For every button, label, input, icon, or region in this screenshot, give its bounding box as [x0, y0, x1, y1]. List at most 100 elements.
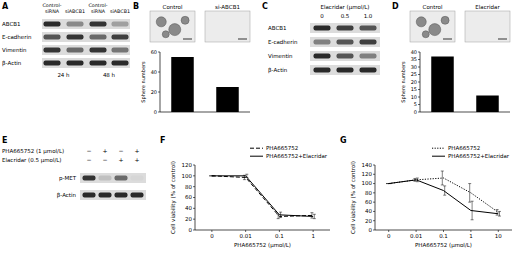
- error-bar: [443, 186, 446, 195]
- blot-band: [314, 54, 331, 59]
- error-cap: [443, 195, 446, 196]
- y-tick-label: 60: [151, 49, 157, 55]
- blot-band: [115, 193, 128, 198]
- y-tick-label: 35: [411, 56, 417, 62]
- blot-band: [314, 40, 331, 45]
- blot-band: [314, 26, 331, 31]
- error-bar: [498, 211, 501, 216]
- error-cap: [416, 181, 419, 182]
- blot-band: [99, 193, 112, 198]
- lane-label: siABCB1: [65, 9, 85, 14]
- bar: [216, 87, 239, 112]
- micrograph: [410, 11, 455, 42]
- error-stem: [472, 201, 473, 220]
- y-tick: [193, 186, 195, 187]
- lane-label: Control-siRNA: [88, 3, 107, 14]
- scale-bar: [443, 39, 452, 40]
- error-stem: [280, 212, 281, 217]
- error-cap: [277, 218, 280, 219]
- blot-band: [337, 68, 354, 73]
- y-tick: [158, 112, 160, 113]
- y-tick-label: 0: [369, 227, 373, 233]
- y-tick-label: 40: [185, 205, 192, 211]
- y-tick: [158, 52, 160, 53]
- series-line: [212, 176, 313, 217]
- blot-band: [360, 40, 377, 45]
- y-tick-label: 15: [411, 86, 417, 92]
- y-axis-label: Cell viability (% of control): [170, 161, 177, 234]
- y-tick-label: 100: [182, 173, 193, 179]
- y-tick-label: 40: [365, 208, 372, 214]
- error-cap: [313, 214, 316, 215]
- panel-letter: D: [392, 2, 399, 11]
- treatment-label: PHA665752 (1 μmol/L): [2, 148, 64, 155]
- y-tick-label: 25: [411, 71, 417, 77]
- y-tick-label: 40: [411, 49, 417, 55]
- error-cap: [310, 212, 313, 213]
- y-tick-label: 20: [411, 79, 417, 85]
- x-tick-label: 0: [387, 233, 391, 239]
- scale-bar: [498, 39, 507, 40]
- y-tick: [373, 192, 375, 193]
- timepoint-label: 48 h: [103, 72, 116, 78]
- treatment-sign: +: [118, 156, 123, 163]
- error-bar: [310, 213, 313, 218]
- sphere: [169, 24, 181, 36]
- lane-label: 0.5: [341, 13, 350, 19]
- y-tick: [418, 52, 420, 53]
- blot-band: [360, 68, 377, 73]
- y-tick-label: 20: [151, 89, 157, 95]
- series-line: [389, 178, 499, 212]
- x-tick: [498, 230, 499, 232]
- blot-row-label: β-Actin: [57, 192, 77, 199]
- error-bar: [279, 212, 282, 217]
- error-cap: [468, 183, 471, 184]
- blot-strip: [310, 65, 380, 75]
- micrograph: [465, 11, 510, 42]
- error-cap: [313, 218, 316, 219]
- y-tick: [373, 174, 375, 175]
- bar: [431, 57, 454, 113]
- blot-band: [337, 26, 354, 31]
- lane-label: 0: [320, 13, 324, 19]
- error-cap: [498, 211, 501, 212]
- y-tick-label: 60: [365, 199, 372, 205]
- sphere: [429, 24, 441, 36]
- y-tick: [193, 197, 195, 198]
- sphere: [181, 16, 189, 24]
- treatment-sign: −: [102, 156, 107, 163]
- error-cap: [471, 219, 474, 220]
- scale-bar: [238, 39, 247, 40]
- y-tick: [373, 230, 375, 231]
- y-tick: [373, 202, 375, 203]
- blot-row-label: E-cadherin: [2, 34, 32, 40]
- error-cap: [212, 175, 215, 176]
- lane-label-line: siRNA: [91, 9, 106, 14]
- error-bar: [212, 175, 215, 176]
- blot-band: [90, 22, 107, 27]
- y-axis-label: Sphere numbers: [140, 61, 147, 103]
- blot-band: [112, 35, 129, 40]
- blot-strip: [80, 190, 146, 200]
- blot-strip: [310, 37, 380, 47]
- blot-band: [314, 68, 331, 73]
- y-tick-label: 20: [185, 216, 192, 222]
- error-cap: [388, 183, 391, 184]
- x-tick: [279, 230, 280, 232]
- y-tick-label: 100: [362, 180, 373, 186]
- y-tick: [158, 72, 160, 73]
- error-stem: [311, 213, 312, 218]
- blot-strip: [42, 45, 130, 55]
- blot-row-label: β-Actin: [2, 60, 22, 67]
- blot-strip: [80, 173, 146, 183]
- treatment-sign: +: [134, 147, 139, 154]
- blot-band: [360, 26, 377, 31]
- blot-band: [131, 193, 144, 198]
- x-tick-label: 0.1: [275, 233, 284, 239]
- x-tick-label: 1: [469, 233, 473, 239]
- series-line: [389, 180, 499, 214]
- scale-bar: [183, 39, 192, 40]
- error-cap: [471, 201, 474, 202]
- y-axis-label: Sphere numbers: [400, 61, 407, 103]
- error-stem: [444, 186, 445, 195]
